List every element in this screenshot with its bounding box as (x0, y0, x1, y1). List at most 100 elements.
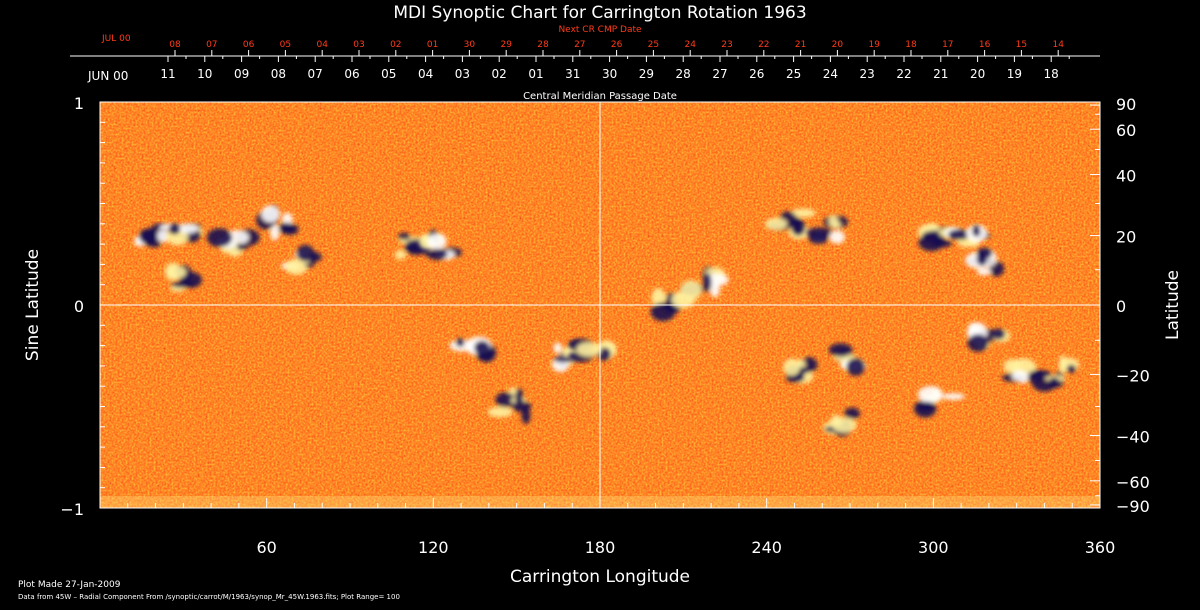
region-blob (427, 248, 448, 261)
region-blob (783, 358, 801, 376)
next-cr-date-label: 29 (500, 40, 512, 50)
region-blob (138, 228, 158, 244)
region-blob (831, 417, 857, 433)
active-region-30-22 (158, 223, 204, 246)
cmp-date-label: 31 (565, 67, 580, 81)
region-blob (1066, 364, 1077, 374)
region-blob (284, 258, 308, 275)
cmp-date-label: 27 (712, 67, 727, 81)
region-blob (829, 230, 845, 244)
top-axis-month-label: JUN 00 (87, 69, 128, 83)
region-blob (553, 342, 562, 354)
next-cr-date-label: 23 (721, 40, 732, 50)
region-blob (917, 386, 943, 404)
region-blob (1011, 370, 1028, 382)
y-tick-label-right: −40 (1116, 427, 1150, 446)
active-region-148--30 (487, 387, 532, 424)
active-region-170--15 (551, 341, 584, 373)
y-tick-label-right: −20 (1116, 366, 1150, 385)
next-cr-date-label: 14 (1052, 40, 1064, 50)
region-blob (808, 232, 829, 244)
next-cr-date-label: 24 (684, 40, 696, 50)
region-blob (828, 214, 839, 228)
region-blob (296, 244, 315, 262)
next-cr-date-label: 15 (1016, 40, 1027, 50)
active-region-262-22 (806, 214, 849, 244)
x-tick-label: 120 (418, 538, 449, 557)
active-region-48-17 (206, 228, 260, 257)
active-region-270--15 (828, 343, 867, 376)
cmp-date-label: 11 (160, 67, 175, 81)
next-cr-date-label: 30 (464, 40, 476, 50)
region-blob (167, 266, 187, 279)
next-cr-date-label: 06 (243, 40, 255, 50)
cmp-date-label: 07 (308, 67, 323, 81)
x-axis-label: Carrington Longitude (510, 567, 690, 587)
region-blob (156, 229, 171, 243)
y-tick-label-right: 60 (1116, 121, 1136, 140)
region-blob (651, 288, 666, 307)
y-axis-label-left: Sine Latitude (23, 249, 43, 361)
region-blob (972, 224, 981, 237)
cmp-date-label: 18 (1044, 67, 1059, 81)
active-region-312-19 (944, 224, 991, 248)
y-tick-label-right: −60 (1116, 473, 1150, 492)
y-tick-label-left: 0 (74, 297, 84, 316)
cmp-date-label: 06 (344, 67, 359, 81)
cmp-date-label: 10 (197, 67, 212, 81)
region-blob (168, 223, 181, 235)
chart-title: MDI Synoptic Chart for Carrington Rotati… (393, 3, 806, 23)
axes: 60 120 180 240 300 36010−1906040200−20−40−60−… (60, 40, 1149, 557)
active-region-65-24 (256, 204, 299, 241)
active-region-345--20 (1031, 355, 1080, 392)
next-cr-date-label: 19 (868, 40, 880, 50)
region-blob (1048, 377, 1060, 389)
y-tick-label-left: 1 (74, 94, 84, 113)
region-blob (764, 217, 788, 231)
region-blob (967, 334, 989, 352)
region-blob (515, 388, 524, 406)
plot-made-note: Plot Made 27-Jan-2009 (18, 580, 121, 590)
cmp-date-label: 03 (455, 67, 470, 81)
data-source-note: Data from 45W – Radial Component From /s… (18, 593, 400, 601)
cmp-date-label: 02 (492, 67, 507, 81)
region-blob (487, 406, 513, 418)
region-blob (181, 272, 203, 288)
region-blob (680, 280, 702, 300)
cmp-date-label: 01 (528, 67, 543, 81)
cmp-date-label: 05 (381, 67, 396, 81)
next-cr-date-label: 22 (758, 40, 769, 50)
region-blob (942, 393, 965, 400)
next-cr-date-label: 26 (611, 40, 623, 50)
cmp-date-label: 29 (639, 67, 654, 81)
next-cr-date-label: 21 (795, 40, 806, 50)
next-cr-date-label: 05 (280, 40, 291, 50)
y-axis-label-right: Latitude (1163, 270, 1183, 340)
active-region-318-12 (965, 247, 1005, 277)
region-blob (844, 407, 860, 420)
region-blob (176, 223, 199, 234)
region-blob (270, 223, 280, 241)
region-blob (206, 228, 233, 248)
cmp-date-label: 19 (1007, 67, 1022, 81)
active-region-248-24 (764, 208, 816, 240)
y-tick-label-right: 20 (1116, 228, 1136, 247)
region-blob (427, 233, 447, 250)
cmp-date-label: 09 (234, 67, 249, 81)
region-blob (455, 338, 465, 347)
region-blob (394, 250, 407, 260)
region-blob (918, 233, 945, 252)
active-region-218-6 (679, 266, 729, 300)
next-cr-date-label: 01 (427, 40, 438, 50)
top-axis-label: Central Meridian Passage Date (523, 91, 677, 102)
x-tick-label: 360 (1085, 538, 1116, 557)
cmp-date-label: 25 (786, 67, 801, 81)
y-tick-label-right: −90 (1116, 497, 1150, 516)
region-blob (828, 343, 853, 357)
region-blob (846, 357, 865, 376)
next-cr-date-label: 04 (316, 40, 328, 50)
cmp-date-label: 08 (271, 67, 286, 81)
region-blob (281, 212, 293, 226)
active-region-122-17 (419, 229, 462, 261)
